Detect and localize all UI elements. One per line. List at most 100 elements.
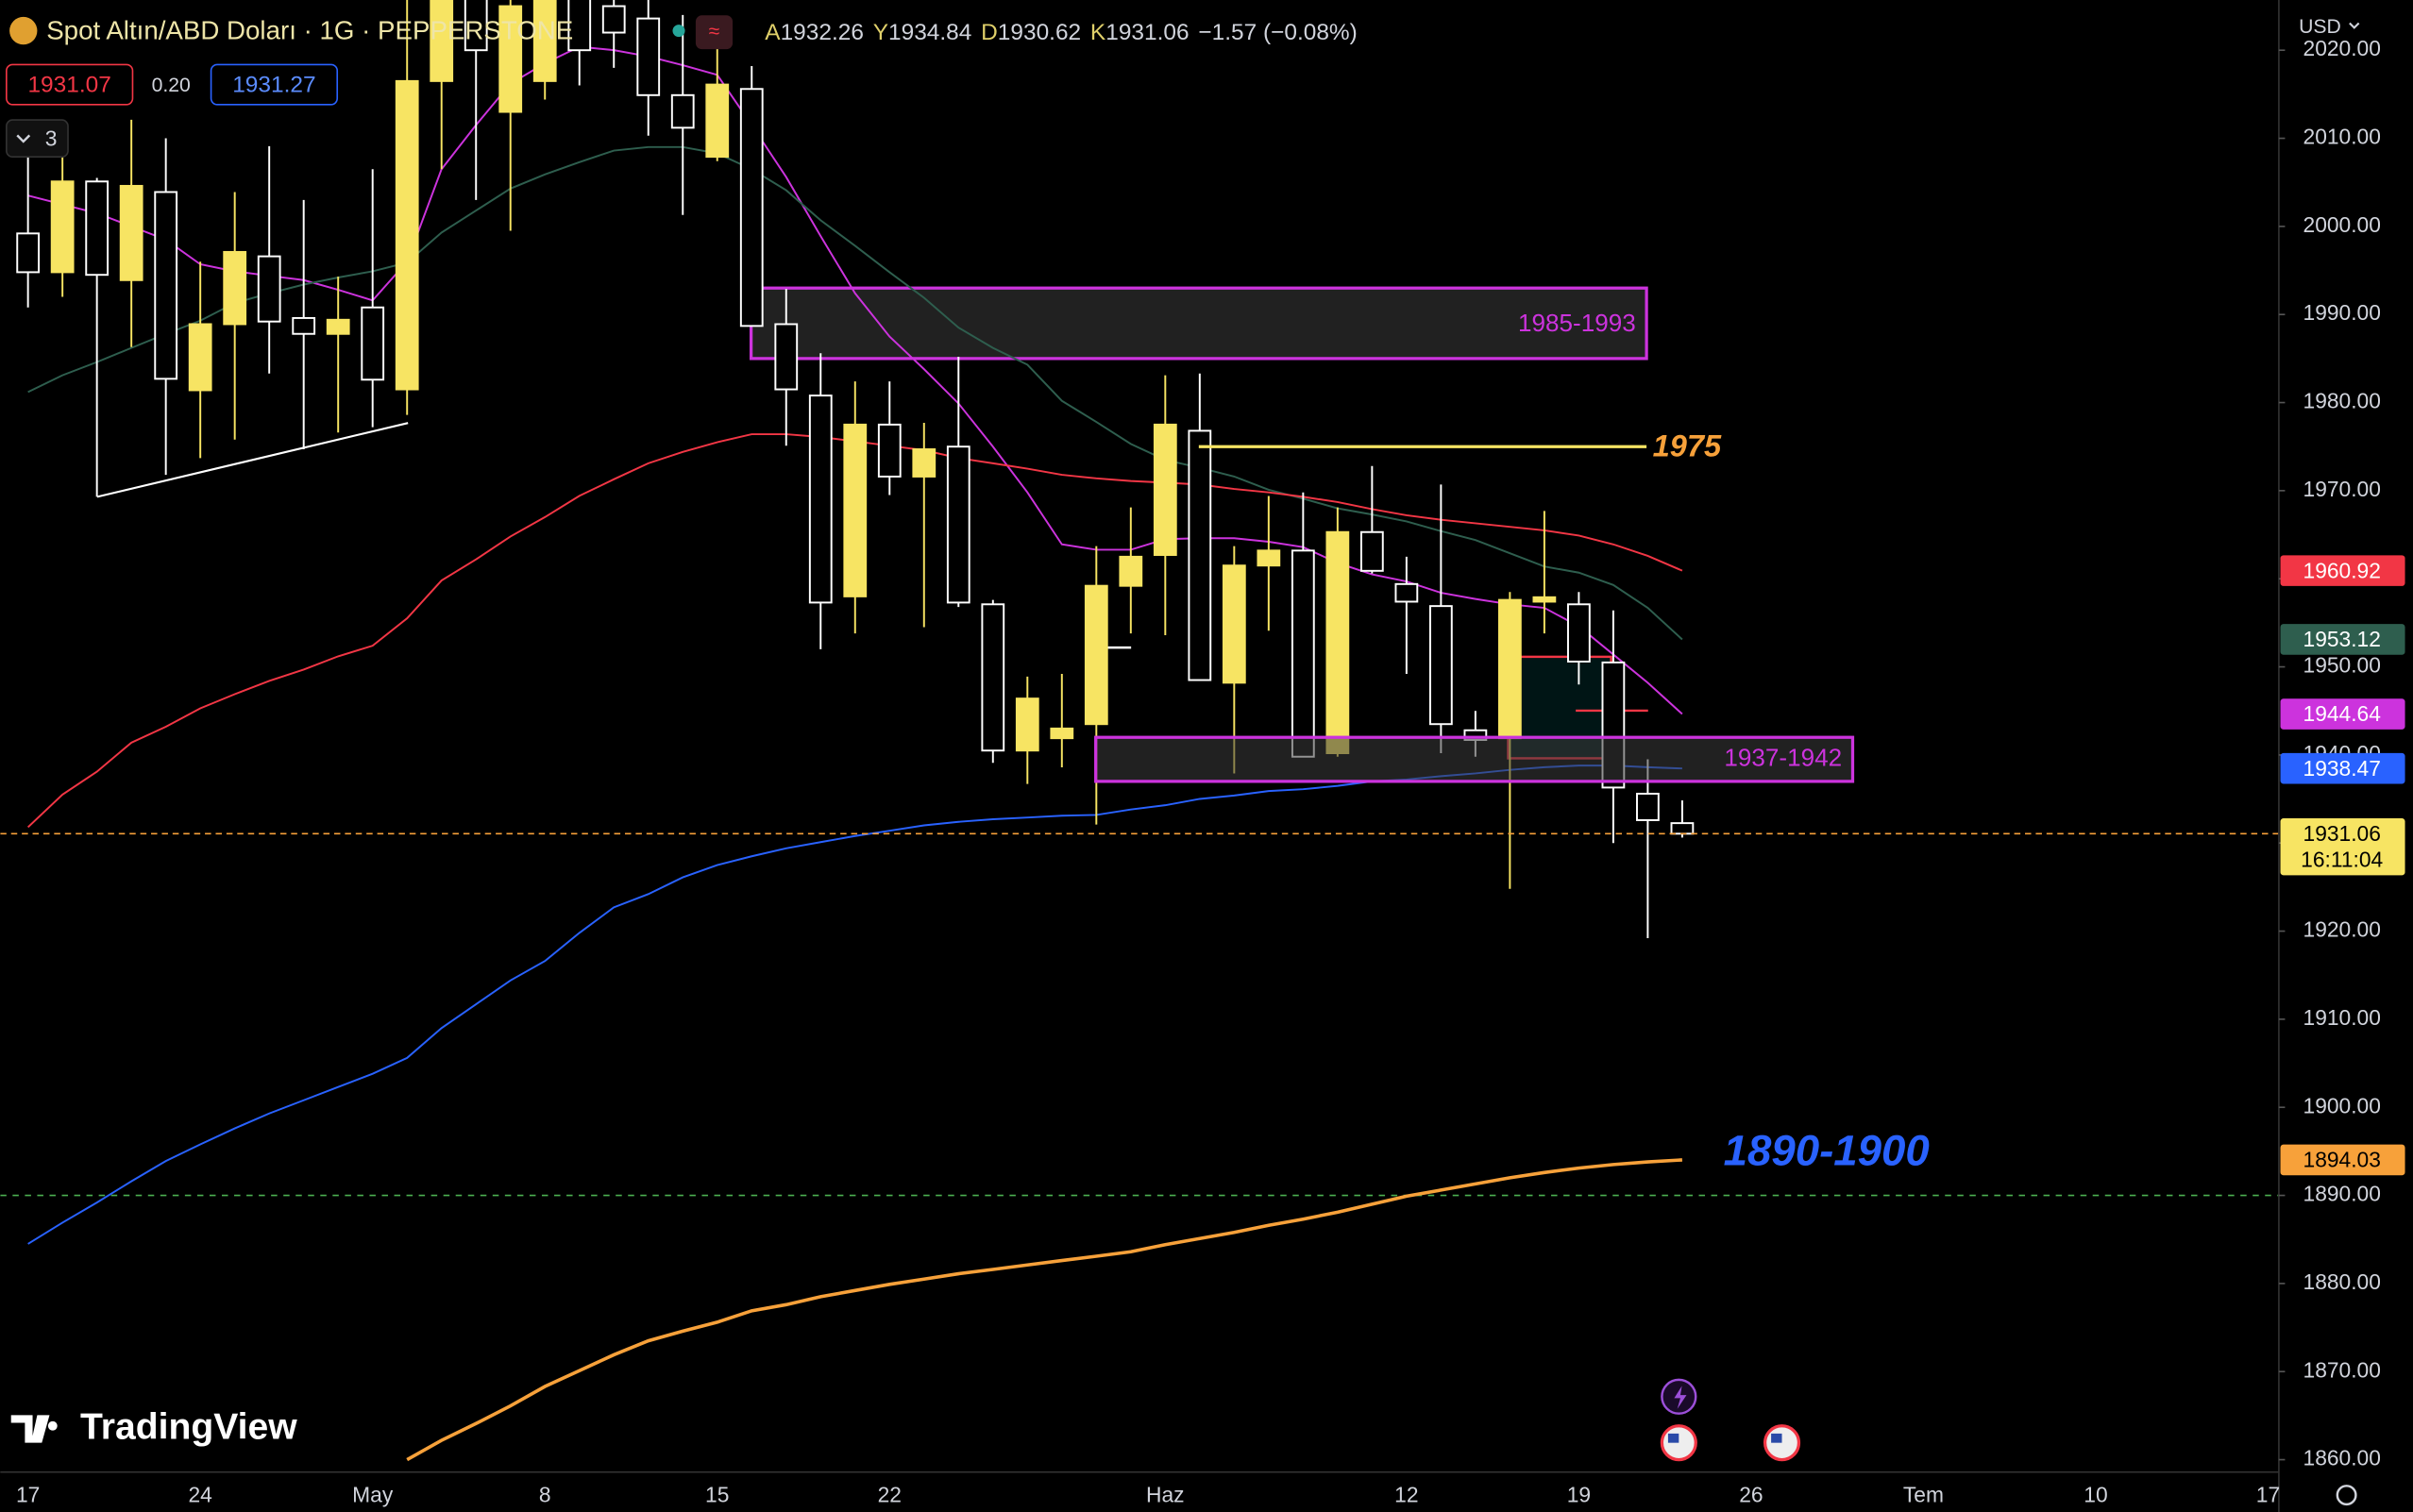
- candle-body: [567, 0, 592, 52]
- zone-label: 1985-1993: [1518, 309, 1636, 337]
- event-flag[interactable]: [1660, 1424, 1697, 1462]
- bid[interactable]: 1931.07: [27, 73, 110, 98]
- zone: [749, 286, 1648, 361]
- ohlc-value: 1934.84: [888, 20, 971, 45]
- status-badge: [695, 15, 734, 50]
- ohlc-value: 1930.62: [998, 20, 1081, 45]
- candle-body: [257, 255, 281, 323]
- candle-body: [85, 180, 110, 277]
- candle-body: [1153, 423, 1177, 556]
- y-tick-label: 2000.00: [2303, 212, 2381, 237]
- ohlc-label: A: [765, 20, 781, 45]
- candle-body: [1428, 605, 1453, 726]
- x-tick-label: 17: [2256, 1483, 2280, 1507]
- candle-body: [119, 184, 143, 281]
- candle-body: [223, 250, 247, 326]
- candle-body: [912, 448, 937, 478]
- moving-average: [406, 1158, 1683, 1462]
- zone: [1094, 735, 1855, 783]
- candle-body: [981, 603, 1005, 752]
- y-tick-label: 1990.00: [2303, 300, 2381, 325]
- y-tick-label: 1980.00: [2303, 389, 2381, 413]
- y-tick-label: 2010.00: [2303, 125, 2381, 149]
- candle-body: [739, 88, 764, 328]
- x-tick-label: 17: [16, 1483, 40, 1507]
- ohlc-value: 1931.06: [1105, 20, 1189, 45]
- chevron: [16, 134, 31, 143]
- ohlc-label: K: [1090, 20, 1106, 45]
- price-label-box: [2280, 752, 2405, 784]
- candle-body: [877, 423, 902, 478]
- settings[interactable]: [2336, 1485, 2357, 1506]
- price-label: 1944.64: [2303, 701, 2382, 726]
- candle-body: [636, 17, 661, 96]
- candle-body: [1291, 549, 1315, 758]
- candle-body: [50, 180, 75, 274]
- settings-icon[interactable]: [2336, 1485, 2357, 1506]
- candle-body: [843, 423, 868, 597]
- events: [1660, 1378, 1801, 1462]
- x-tick-label: 22: [878, 1483, 902, 1507]
- x-tick-label: 12: [1394, 1483, 1418, 1507]
- price-label: 1953.12: [2303, 627, 2381, 651]
- candle-body: [1567, 603, 1591, 663]
- spread: 0.20: [152, 75, 191, 96]
- y-tick-label: 1910.00: [2303, 1005, 2381, 1030]
- x-tick-label: Tem: [1903, 1483, 1944, 1507]
- price-label: 1938.47: [2303, 756, 2381, 781]
- x-tick-label: May: [352, 1483, 394, 1507]
- x-tick-label: Haz: [1146, 1483, 1185, 1507]
- candle-body: [705, 83, 730, 159]
- event-flag[interactable]: [1763, 1424, 1801, 1462]
- x-tick-label: 8: [539, 1483, 551, 1507]
- candle-body: [1119, 555, 1143, 587]
- ask-box[interactable]: [210, 63, 339, 106]
- symbol: Spot Altın/ABD Doları · 1G · PEPPERSTONE: [46, 16, 573, 45]
- x-tick-label: 10: [2084, 1483, 2107, 1507]
- bid-box[interactable]: [6, 63, 134, 106]
- candle-body: [292, 316, 316, 335]
- indicator-toggle[interactable]: [6, 119, 69, 159]
- currency[interactable]: USD: [2299, 16, 2341, 38]
- candle-body: [430, 0, 454, 82]
- brand: TradingView: [80, 1406, 297, 1447]
- y-tick-label: 1870.00: [2303, 1357, 2381, 1382]
- candle-body: [1532, 596, 1557, 603]
- price-label-box: [2280, 624, 2405, 655]
- candle-body: [464, 0, 488, 52]
- candle-body: [808, 395, 833, 604]
- candle-body: [1359, 530, 1384, 572]
- price-label-box: [2280, 555, 2405, 586]
- candle-body: [601, 5, 626, 34]
- plot-area: 1985-1993: [0, 0, 2279, 1462]
- candle-body: [1084, 584, 1108, 726]
- ohlc-label: Y: [873, 20, 888, 45]
- level-label: 1975: [1653, 428, 1722, 462]
- price-label-box: [2280, 1144, 2405, 1176]
- candle-body: [1050, 727, 1074, 740]
- candle-body: [1670, 822, 1695, 835]
- indicator-count[interactable]: 3: [45, 126, 58, 150]
- symbol-icon: [9, 16, 38, 45]
- y-tick-label: 1950.00: [2303, 653, 2381, 678]
- y-tick-label: 2020.00: [2303, 36, 2381, 60]
- price-label: 1894.03: [2303, 1148, 2381, 1172]
- y-tick-label: 1970.00: [2303, 477, 2381, 501]
- candle-body: [1257, 549, 1281, 567]
- y-tick-label: 1920.00: [2303, 917, 2381, 942]
- y-tick-label: 1900.00: [2303, 1093, 2381, 1117]
- trend-line: [96, 422, 409, 498]
- logo: TradingView: [10, 1406, 297, 1447]
- status-dot: [672, 25, 685, 38]
- candle-body: [532, 0, 557, 82]
- chevron: [2349, 22, 2360, 29]
- candle-body: [498, 5, 523, 113]
- price-label-box: [2280, 698, 2405, 730]
- ohlc-label: D: [981, 20, 998, 45]
- candle-body: [1222, 564, 1246, 684]
- candle-body: [1015, 697, 1039, 752]
- ask[interactable]: 1931.27: [232, 73, 315, 98]
- candle-body: [670, 93, 695, 129]
